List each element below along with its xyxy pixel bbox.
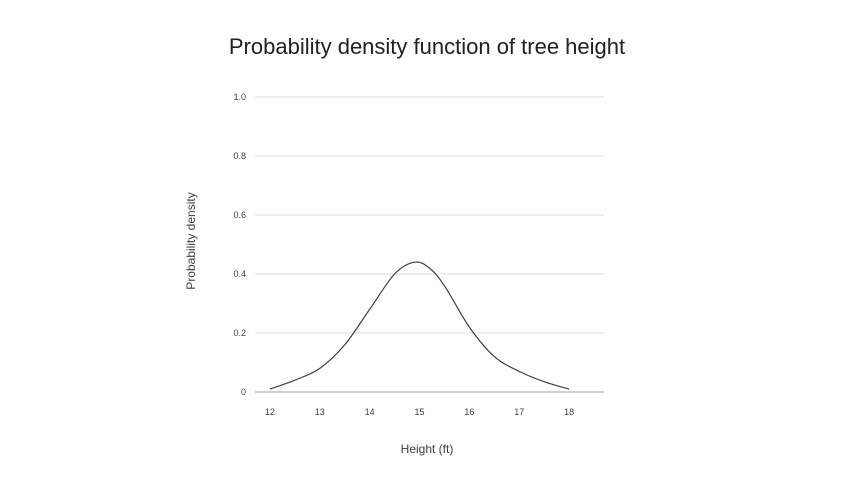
y-tick-label: 0.8 [233,151,246,161]
y-tick-labels: 0 0.2 0.4 0.6 0.8 1.0 [233,92,246,397]
series-line [269,261,570,390]
x-tick-label: 16 [464,407,474,417]
x-tick-label: 17 [514,407,524,417]
x-tick-label: 13 [315,407,325,417]
x-axis-label: Height (ft) [401,442,454,456]
y-tick-label: 1.0 [233,92,246,102]
series-layer [269,261,570,390]
y-tick-label: 0.4 [233,269,246,279]
x-tick-labels: 12 13 14 15 16 17 18 [265,407,574,417]
y-tick-label: 0.6 [233,210,246,220]
chart-title: Probability density function of tree hei… [228,34,626,59]
y-axis-label: Probability density [184,192,198,289]
gridlines [255,96,604,393]
x-tick-label: 14 [365,407,375,417]
x-tick-label: 15 [415,407,425,417]
y-tick-label: 0 [241,387,246,397]
x-tick-label: 12 [265,407,275,417]
y-tick-label: 0.2 [233,328,246,338]
x-tick-label: 18 [564,407,574,417]
